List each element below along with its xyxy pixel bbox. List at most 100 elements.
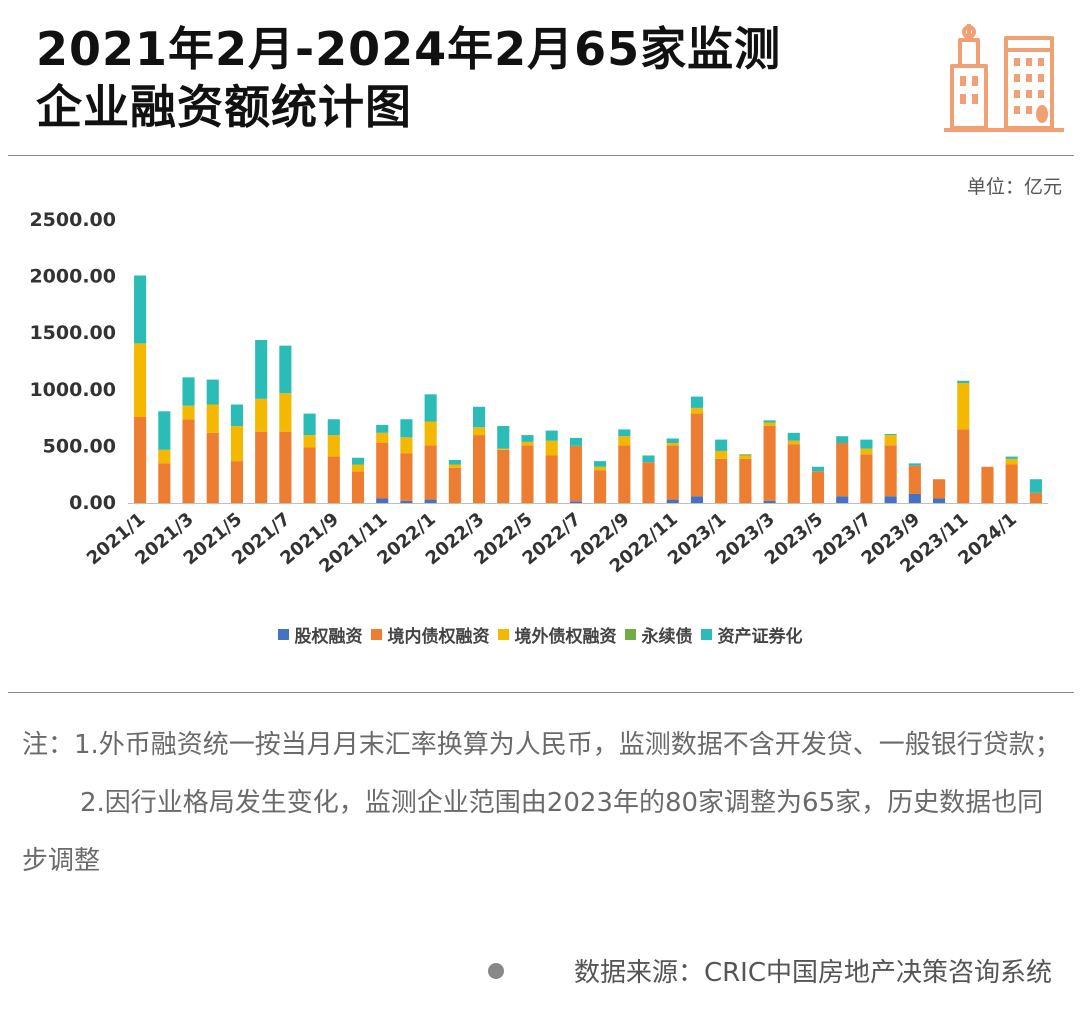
bar-segment — [860, 454, 873, 503]
legend-item: 境内债权融资 — [370, 622, 490, 647]
legend-swatch — [370, 629, 382, 640]
y-tick-label: 500.00 — [43, 435, 116, 457]
bar-segment — [545, 455, 558, 503]
bar-segment — [134, 416, 147, 503]
bar-segment — [206, 379, 219, 405]
bar-segment — [327, 419, 340, 436]
bar-segment — [594, 466, 607, 471]
bar-segment — [521, 445, 534, 503]
source-text: 数据来源：CRIC中国房地产决策咨询系统 — [573, 958, 1052, 988]
bar-segment — [787, 440, 800, 445]
bar-segment — [763, 426, 776, 501]
bar-segment — [158, 463, 171, 503]
bar-segment — [787, 444, 800, 503]
bar-segment — [400, 500, 413, 503]
bar-segment — [763, 420, 776, 423]
bar-segment — [908, 493, 921, 503]
bar-segment — [690, 407, 703, 414]
bar-segment — [594, 461, 607, 467]
bar-segment — [158, 449, 171, 464]
bar-segment — [739, 458, 752, 503]
bar-segment — [981, 466, 994, 503]
bar-segment — [230, 426, 243, 462]
bar-segment — [497, 426, 510, 449]
bar-segment — [763, 500, 776, 503]
building-icon — [944, 24, 1064, 132]
bar-segment — [327, 456, 340, 503]
legend-item: 永续债 — [624, 622, 693, 647]
y-tick-label: 1000.00 — [29, 379, 116, 401]
bar-segment — [376, 498, 389, 503]
chart-title: 2021年2月-2024年2月65家监测 企业融资额统计图 — [36, 20, 896, 136]
bar-segment — [448, 459, 461, 465]
bar-segment — [884, 435, 897, 446]
legend-item: 境外债权融资 — [497, 622, 617, 647]
bar-segment — [1005, 456, 1018, 459]
bar-segment — [182, 419, 195, 503]
bar-segment — [158, 411, 171, 450]
bar-segment — [860, 448, 873, 455]
unit-label: 单位：亿元 — [966, 176, 1062, 198]
bar-segment — [933, 479, 946, 499]
bar-segment — [715, 450, 728, 459]
bar-segment — [303, 413, 316, 436]
bar-segment — [836, 436, 849, 443]
bar-segment — [666, 445, 679, 500]
legend-label: 境外债权融资 — [514, 627, 617, 647]
bar-segment — [182, 377, 195, 406]
legend-swatch — [700, 629, 712, 640]
bar-segment — [642, 455, 655, 463]
bar-segment — [279, 431, 292, 503]
bar-segment — [134, 343, 147, 417]
bar-segment — [497, 448, 510, 450]
bar-segment — [351, 471, 365, 503]
bar-segment — [569, 501, 582, 503]
bar-segment — [134, 275, 147, 344]
bar-segment — [690, 413, 703, 497]
bar-segment — [206, 404, 219, 433]
bar-segment — [255, 431, 268, 503]
bar-segment — [1005, 464, 1018, 503]
bar-segment — [811, 471, 825, 503]
bar-segment — [690, 396, 703, 408]
bar-segment — [327, 435, 340, 457]
bar-segment — [666, 499, 679, 503]
bar-segment — [666, 438, 679, 444]
bar-segment — [739, 455, 752, 459]
bar-segment — [448, 467, 461, 503]
bar-segment — [521, 441, 534, 446]
y-tick-label: 2500.00 — [29, 209, 116, 231]
bar-segment — [1005, 458, 1018, 465]
chart-legend: 股权融资 境内债权融资 境外债权融资 永续债 资产证券化 — [0, 622, 1080, 647]
bar-segment — [279, 345, 292, 394]
stacked-bar-chart: 0.00500.001000.001500.002000.002500.0020… — [29, 209, 1048, 577]
bar-segment — [618, 436, 631, 446]
bar-segment — [545, 440, 558, 456]
bar-segment — [473, 435, 486, 503]
bar-segment — [448, 464, 461, 468]
legend-label: 永续债 — [641, 627, 693, 647]
bar-segment — [1029, 479, 1042, 493]
bar-segment — [473, 406, 486, 428]
y-tick-label: 2000.00 — [29, 266, 116, 288]
bar-segment — [400, 419, 413, 438]
bar-segment — [933, 498, 946, 503]
bar-segment — [787, 432, 800, 441]
legend-label: 资产证券化 — [717, 627, 803, 647]
legend-swatch — [277, 629, 289, 640]
bar-segment — [351, 464, 365, 472]
title-line-1: 2021年2月-2024年2月65家监测 — [36, 22, 782, 76]
bar-segment — [739, 454, 752, 456]
bar-segment — [715, 439, 728, 451]
bar-segment — [351, 457, 365, 465]
bar-segment — [230, 461, 243, 503]
bar-segment — [884, 445, 897, 497]
bar-segment — [957, 383, 970, 430]
legend-item: 股权融资 — [277, 622, 363, 647]
bullet-icon — [487, 962, 504, 979]
bar-segment — [497, 449, 510, 503]
bar-segment — [690, 496, 703, 503]
notes: 注：1.外币融资统一按当月月末汇率换算为人民币，监测数据不含开发贷、一般银行贷款… — [22, 716, 1067, 890]
bar-segment — [715, 458, 728, 503]
title-line-2: 企业融资额统计图 — [36, 80, 412, 134]
